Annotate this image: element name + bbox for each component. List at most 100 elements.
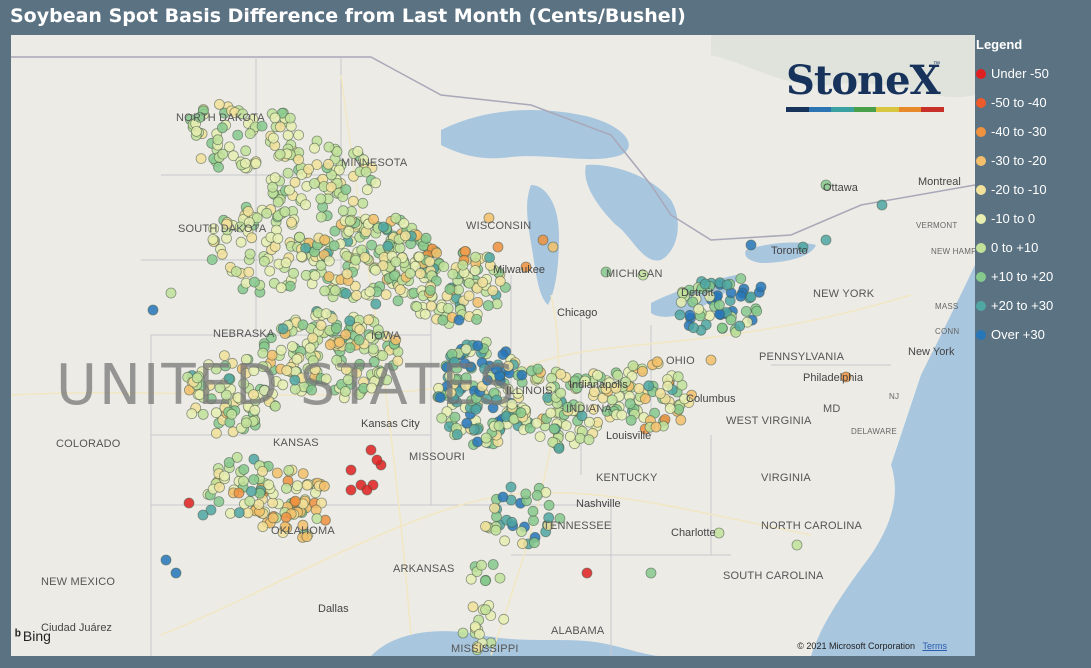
basis-point[interactable] bbox=[494, 370, 506, 382]
basis-point[interactable] bbox=[309, 178, 320, 189]
basis-point[interactable] bbox=[394, 284, 406, 296]
basis-point[interactable] bbox=[231, 451, 243, 463]
basis-point[interactable] bbox=[291, 353, 303, 365]
basis-point[interactable] bbox=[545, 382, 557, 394]
basis-point[interactable] bbox=[269, 400, 281, 412]
basis-point[interactable] bbox=[272, 233, 284, 244]
basis-point[interactable] bbox=[293, 154, 305, 165]
basis-point[interactable] bbox=[213, 496, 225, 508]
basis-point[interactable] bbox=[467, 601, 479, 613]
basis-point[interactable] bbox=[531, 417, 543, 429]
basis-point[interactable] bbox=[219, 360, 231, 372]
terms-link[interactable]: Terms bbox=[922, 641, 948, 651]
basis-point[interactable] bbox=[564, 431, 576, 442]
basis-point[interactable] bbox=[562, 401, 574, 413]
basis-point[interactable] bbox=[425, 300, 437, 312]
basis-point[interactable] bbox=[207, 233, 219, 245]
basis-point[interactable] bbox=[354, 324, 366, 336]
basis-point[interactable] bbox=[520, 261, 532, 273]
basis-point[interactable] bbox=[639, 393, 651, 405]
basis-point[interactable] bbox=[197, 509, 209, 521]
basis-point[interactable] bbox=[286, 216, 297, 228]
basis-point[interactable] bbox=[366, 382, 378, 394]
basis-point[interactable] bbox=[271, 467, 283, 479]
basis-point[interactable] bbox=[624, 398, 636, 410]
basis-point[interactable] bbox=[420, 232, 432, 244]
basis-point[interactable] bbox=[537, 234, 549, 246]
basis-point[interactable] bbox=[353, 334, 365, 346]
basis-point[interactable] bbox=[361, 184, 373, 196]
basis-point[interactable] bbox=[258, 255, 270, 267]
basis-point[interactable] bbox=[217, 148, 229, 160]
basis-point[interactable] bbox=[284, 112, 296, 124]
basis-point[interactable] bbox=[237, 475, 249, 487]
basis-point[interactable] bbox=[469, 265, 481, 276]
basis-point[interactable] bbox=[520, 488, 532, 500]
basis-point[interactable] bbox=[296, 251, 307, 262]
basis-point[interactable] bbox=[232, 129, 244, 141]
basis-point[interactable] bbox=[343, 225, 355, 237]
basis-point[interactable] bbox=[491, 298, 503, 310]
basis-point[interactable] bbox=[363, 314, 374, 326]
basis-point[interactable] bbox=[237, 108, 249, 120]
basis-point[interactable] bbox=[473, 628, 485, 640]
basis-point[interactable] bbox=[347, 195, 359, 207]
basis-point[interactable] bbox=[351, 367, 363, 379]
basis-point[interactable] bbox=[240, 145, 252, 157]
basis-point[interactable] bbox=[309, 270, 321, 282]
basis-point[interactable] bbox=[637, 269, 649, 281]
basis-point[interactable] bbox=[232, 392, 244, 404]
basis-point[interactable] bbox=[257, 521, 269, 533]
basis-point[interactable] bbox=[267, 181, 279, 193]
basis-point[interactable] bbox=[655, 388, 666, 399]
basis-point[interactable] bbox=[361, 484, 373, 496]
legend-item[interactable]: -40 to -30 bbox=[976, 117, 1088, 146]
basis-point[interactable] bbox=[470, 251, 482, 263]
basis-point[interactable] bbox=[554, 513, 566, 524]
basis-point[interactable] bbox=[208, 223, 220, 235]
basis-point[interactable] bbox=[227, 150, 239, 162]
basis-point[interactable] bbox=[445, 387, 457, 399]
basis-point[interactable] bbox=[548, 423, 560, 435]
basis-point[interactable] bbox=[534, 431, 546, 443]
basis-point[interactable] bbox=[612, 369, 624, 381]
basis-point[interactable] bbox=[272, 196, 284, 208]
basis-point[interactable] bbox=[147, 304, 159, 316]
basis-point[interactable] bbox=[457, 627, 469, 639]
basis-point[interactable] bbox=[370, 177, 382, 189]
basis-point[interactable] bbox=[483, 212, 495, 224]
basis-point[interactable] bbox=[376, 367, 388, 379]
basis-point[interactable] bbox=[380, 289, 392, 301]
basis-point[interactable] bbox=[444, 283, 456, 295]
basis-point[interactable] bbox=[279, 521, 291, 533]
basis-point[interactable] bbox=[494, 572, 506, 584]
basis-point[interactable] bbox=[413, 251, 425, 263]
basis-point[interactable] bbox=[588, 403, 599, 415]
basis-point[interactable] bbox=[303, 163, 315, 175]
basis-point[interactable] bbox=[382, 240, 394, 252]
basis-point[interactable] bbox=[687, 296, 699, 308]
basis-point[interactable] bbox=[704, 291, 716, 303]
basis-point[interactable] bbox=[344, 315, 356, 327]
basis-point[interactable] bbox=[267, 497, 279, 509]
basis-point[interactable] bbox=[589, 386, 600, 398]
basis-point[interactable] bbox=[584, 416, 595, 428]
basis-point[interactable] bbox=[223, 457, 235, 468]
basis-point[interactable] bbox=[243, 216, 255, 228]
basis-point[interactable] bbox=[592, 369, 603, 381]
basis-point[interactable] bbox=[244, 128, 256, 139]
basis-point[interactable] bbox=[280, 257, 292, 269]
basis-point[interactable] bbox=[307, 332, 319, 344]
basis-point[interactable] bbox=[502, 360, 514, 372]
basis-point[interactable] bbox=[339, 385, 351, 397]
basis-point[interactable] bbox=[226, 408, 238, 420]
basis-point[interactable] bbox=[274, 121, 286, 133]
basis-point[interactable] bbox=[345, 464, 357, 476]
basis-point[interactable] bbox=[220, 389, 232, 401]
basis-point[interactable] bbox=[684, 309, 696, 321]
basis-point[interactable] bbox=[465, 573, 477, 585]
basis-point[interactable] bbox=[212, 134, 224, 146]
basis-point[interactable] bbox=[245, 485, 257, 497]
basis-point[interactable] bbox=[390, 334, 402, 346]
legend-item[interactable]: -10 to 0 bbox=[976, 204, 1088, 233]
